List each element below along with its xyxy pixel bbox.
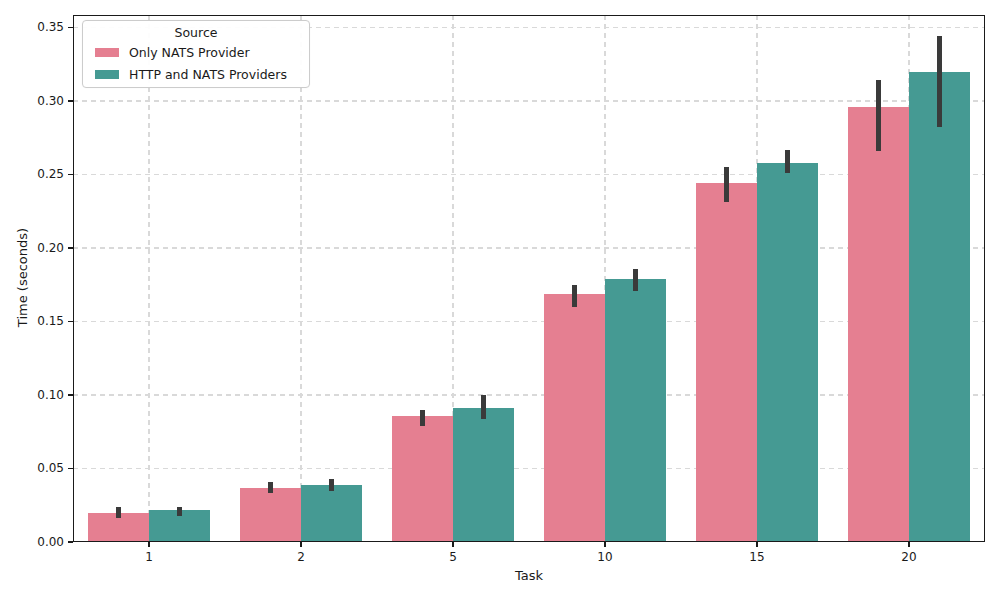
x-tick-label: 20	[879, 549, 939, 565]
legend-row: Only NATS Provider	[83, 41, 309, 63]
x-tick-label: 10	[575, 549, 635, 565]
y-tick-label: 0.00	[0, 534, 64, 550]
x-tick-label: 5	[423, 549, 483, 565]
legend-series-label: HTTP and NATS Providers	[129, 67, 287, 82]
x-gridline	[300, 15, 301, 542]
x-axis-label: Task	[73, 568, 985, 583]
bar-only-nats-provider	[696, 183, 757, 542]
error-bar	[116, 507, 121, 519]
error-bar	[937, 36, 942, 127]
error-bar	[633, 269, 638, 291]
error-bar	[785, 150, 790, 174]
error-bar	[481, 395, 486, 419]
error-bar	[177, 507, 182, 516]
x-tick-mark	[604, 542, 606, 547]
x-tick-label: 15	[727, 549, 787, 565]
y-tick-label: 0.25	[0, 166, 64, 182]
x-gridline	[148, 15, 149, 542]
x-tick-mark	[908, 542, 910, 547]
error-bar	[268, 482, 273, 494]
legend-swatch-icon	[95, 70, 119, 79]
legend-row: HTTP and NATS Providers	[83, 63, 309, 85]
plot-area	[73, 15, 985, 542]
bar-http-and-nats-providers	[301, 485, 362, 542]
legend-title: Source	[83, 24, 309, 41]
bar-chart-figure: Task Time (seconds) Source Only NATS Pro…	[0, 0, 1000, 600]
error-bar	[420, 410, 425, 426]
x-tick-label: 1	[119, 549, 179, 565]
legend-swatch-icon	[95, 48, 119, 57]
y-tick-label: 0.20	[0, 240, 64, 256]
y-tick-label: 0.05	[0, 460, 64, 476]
bar-http-and-nats-providers	[909, 72, 970, 542]
x-tick-mark	[756, 542, 758, 547]
x-tick-label: 2	[271, 549, 331, 565]
legend: Source Only NATS Provider HTTP and NATS P…	[82, 20, 310, 88]
y-tick-label: 0.15	[0, 313, 64, 329]
error-bar	[724, 167, 729, 202]
x-tick-mark	[452, 542, 454, 547]
error-bar	[329, 479, 334, 491]
bar-http-and-nats-providers	[757, 163, 818, 542]
bar-only-nats-provider	[240, 488, 301, 542]
legend-rows: Only NATS Provider HTTP and NATS Provider…	[83, 41, 309, 85]
y-gridline	[73, 100, 985, 101]
x-tick-mark	[148, 542, 150, 547]
y-tick-label: 0.35	[0, 19, 64, 35]
y-tick-label: 0.30	[0, 93, 64, 109]
y-tick-mark	[68, 541, 73, 543]
bar-only-nats-provider	[392, 416, 453, 542]
bar-only-nats-provider	[544, 294, 605, 542]
x-tick-mark	[300, 542, 302, 547]
bar-http-and-nats-providers	[453, 408, 514, 542]
legend-series-label: Only NATS Provider	[129, 45, 250, 60]
error-bar	[876, 80, 881, 151]
bar-http-and-nats-providers	[605, 279, 666, 542]
y-tick-label: 0.10	[0, 387, 64, 403]
bar-only-nats-provider	[848, 107, 909, 542]
error-bar	[572, 285, 577, 307]
